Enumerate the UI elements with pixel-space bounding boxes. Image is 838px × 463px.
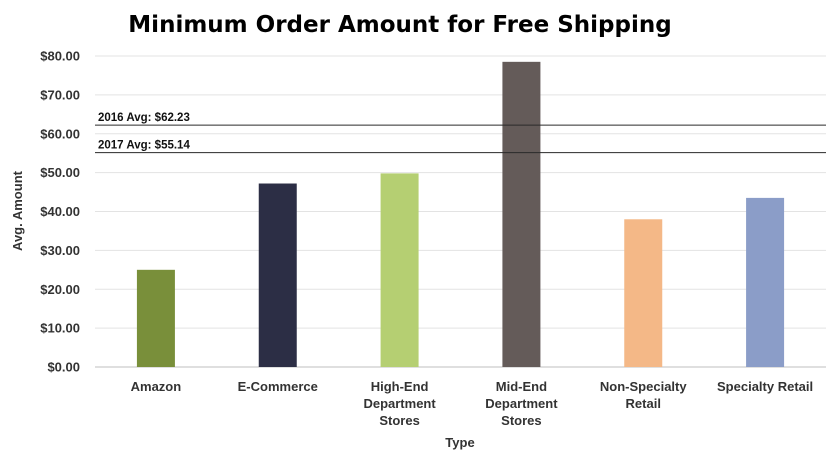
y-axis-title: Avg. Amount [10,170,25,251]
y-tick-label: $10.00 [40,321,80,336]
bar [380,173,419,367]
gridlines [95,55,826,368]
y-tick-label: $50.00 [40,165,80,180]
x-category-label: Mid-End Department Stores [485,379,558,428]
y-tick-label: $30.00 [40,243,80,258]
y-tick-labels: $0.00 $10.00 $20.00 $30.00 $40.00 $50.00 $60.0… [40,49,80,375]
bar [746,197,785,367]
x-category-labels: Amazon E-Commerce High-End Department Stores… [131,379,814,428]
bar [502,61,541,368]
bar [624,219,663,367]
x-category-label: Amazon [131,379,182,394]
reference-lines: 2016 Avg: $62.23 2017 Avg: $55.14 [95,112,826,154]
y-tick-label: $0.00 [47,360,80,375]
bar [136,269,175,367]
y-tick-label: $70.00 [40,87,80,102]
x-category-label: Specialty Retail [717,379,813,394]
x-category-label: E-Commerce [238,379,318,394]
reference-line-label: 2016 Avg: $62.23 [98,112,190,124]
x-category-label: High-End Department Stores [363,379,436,428]
y-tick-label: $80.00 [40,49,80,64]
x-axis-title: Type [445,435,474,450]
bar [258,183,297,367]
bars [136,61,785,368]
y-tick-label: $40.00 [40,204,80,219]
reference-line-label: 2017 Avg: $55.14 [98,140,190,152]
chart-title: Minimum Order Amount for Free Shipping [128,12,672,38]
x-category-label: Non-Specialty Retail [600,379,687,411]
y-tick-label: $60.00 [40,126,80,141]
y-tick-label: $20.00 [40,282,80,297]
